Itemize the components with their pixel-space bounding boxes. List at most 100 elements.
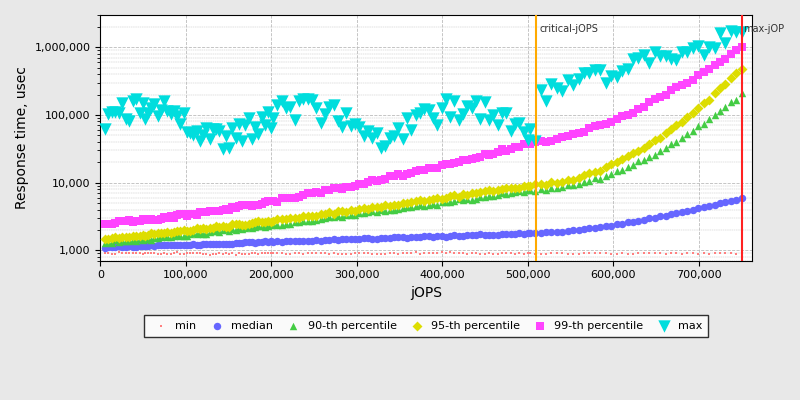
min (314, 250, 327, 256)
min (589, 250, 602, 257)
min (210, 250, 222, 257)
99-th percentile (435, 162, 448, 168)
max (594, 66, 606, 73)
max (638, 52, 650, 58)
min (181, 250, 194, 256)
median (675, 209, 688, 215)
max (148, 101, 161, 107)
median (255, 239, 268, 246)
99-th percentile (158, 214, 170, 221)
max (230, 135, 242, 141)
90-th percentile (167, 233, 180, 239)
median (702, 203, 715, 209)
99-th percentile (392, 171, 405, 178)
median (509, 231, 522, 237)
median (556, 229, 569, 235)
99-th percentile (578, 128, 590, 135)
max (487, 111, 500, 118)
90-th percentile (314, 216, 327, 222)
max (219, 133, 232, 140)
95-th percentile (284, 215, 297, 221)
max (566, 82, 579, 88)
95-th percentile (422, 197, 435, 204)
max (453, 116, 466, 123)
median (242, 239, 255, 246)
min (171, 248, 184, 255)
99-th percentile (453, 159, 466, 165)
min (509, 250, 522, 257)
min (353, 250, 366, 256)
90-th percentile (345, 212, 358, 218)
95-th percentile (470, 190, 482, 197)
95-th percentile (293, 215, 306, 222)
99-th percentile (112, 218, 125, 224)
95-th percentile (370, 204, 383, 210)
95-th percentile (255, 218, 268, 225)
max (388, 132, 401, 139)
99-th percentile (252, 202, 265, 208)
90-th percentile (137, 237, 150, 243)
95-th percentile (233, 221, 246, 228)
max (323, 103, 336, 110)
90-th percentile (252, 223, 265, 230)
95-th percentile (366, 204, 379, 210)
Y-axis label: Response time, usec: Response time, usec (15, 66, 29, 209)
min (112, 249, 125, 256)
max (151, 113, 164, 119)
median (362, 235, 374, 241)
95-th percentile (236, 222, 249, 228)
90-th percentile (692, 123, 705, 130)
median (539, 229, 552, 236)
median (284, 238, 297, 244)
max (534, 87, 547, 94)
min (572, 251, 585, 257)
95-th percentile (610, 159, 623, 165)
95-th percentile (638, 145, 650, 151)
99-th percentile (610, 116, 623, 123)
90-th percentile (556, 184, 569, 190)
90-th percentile (262, 223, 274, 229)
99-th percentile (184, 210, 197, 217)
min (331, 251, 344, 258)
99-th percentile (714, 59, 726, 65)
99-th percentile (242, 202, 255, 208)
max (331, 118, 344, 124)
median (374, 235, 387, 241)
max (466, 104, 478, 111)
median (444, 232, 457, 239)
median (116, 244, 129, 250)
90-th percentile (349, 212, 362, 218)
95-th percentile (297, 213, 310, 219)
max (491, 122, 504, 128)
median (405, 234, 418, 240)
90-th percentile (638, 157, 650, 163)
99-th percentile (448, 160, 461, 166)
90-th percentile (271, 222, 284, 229)
median (265, 238, 278, 245)
95-th percentile (401, 200, 414, 206)
95-th percentile (388, 202, 401, 208)
95-th percentile (306, 213, 318, 219)
max (654, 53, 666, 60)
95-th percentile (133, 232, 146, 239)
median (345, 236, 358, 242)
90-th percentile (583, 177, 596, 184)
95-th percentile (265, 218, 278, 225)
max (249, 124, 262, 130)
min (556, 250, 569, 256)
Text: critical-jOPS: critical-jOPS (540, 24, 598, 34)
90-th percentile (306, 218, 318, 224)
median (122, 243, 135, 249)
max (550, 85, 563, 91)
99-th percentile (210, 207, 222, 214)
95-th percentile (181, 228, 194, 234)
99-th percentile (594, 122, 606, 128)
99-th percentile (249, 201, 262, 208)
max (426, 114, 439, 121)
max (171, 112, 184, 119)
min (239, 251, 252, 257)
99-th percentile (164, 213, 177, 220)
90-th percentile (374, 207, 387, 214)
99-th percentile (358, 181, 370, 187)
90-th percentile (461, 196, 474, 202)
